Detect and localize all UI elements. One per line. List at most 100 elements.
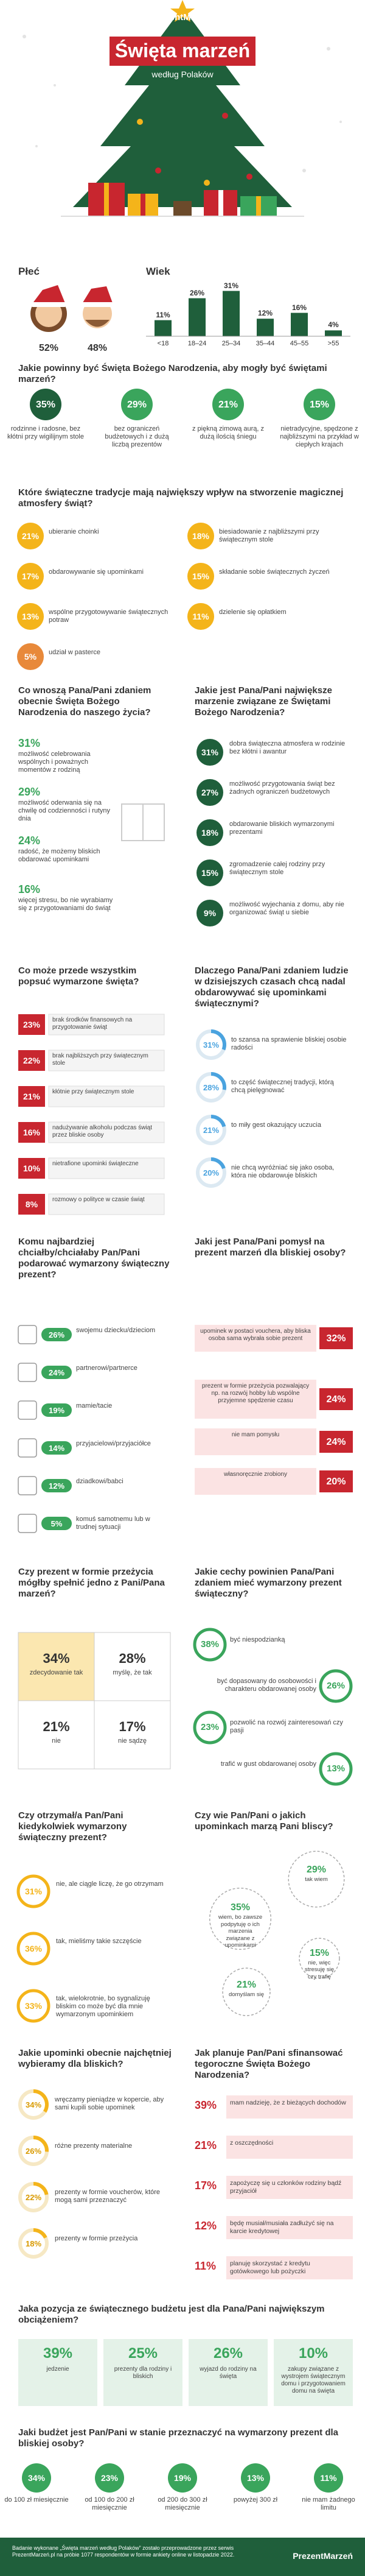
icon-box: [18, 1400, 37, 1420]
gender-title: Płeć: [18, 266, 40, 277]
item-text: domyślam się: [228, 1991, 265, 1998]
item-text: dobra świąteczna atmosfera w rodzinie be…: [229, 740, 346, 756]
pct: 16%: [18, 883, 41, 895]
section-title: Dlaczego Pana/Pani zdaniem ludzie w dzis…: [195, 965, 349, 1009]
pct: 19%: [173, 2473, 192, 2483]
pct-ring: [193, 1628, 227, 1662]
icon-box: [18, 1325, 37, 1344]
pct-circle: [17, 523, 44, 549]
item-text: myślę, że tak: [113, 1669, 152, 1676]
pct: 20%: [326, 1477, 346, 1487]
text-box: [195, 1468, 316, 1495]
item-text: pozwolić na rozwój zainteresowań czy pas…: [230, 1719, 343, 1735]
pct: 16%: [23, 1127, 41, 1137]
item-text: będę musiał/musiała zadłużyć się na karc…: [230, 2220, 334, 2235]
pct: 34%: [43, 1651, 70, 1666]
pct-ring: [16, 1874, 50, 1908]
text-box: [226, 2176, 353, 2199]
pct: 8%: [25, 1199, 38, 1209]
pct: 28%: [119, 1651, 146, 1666]
pct-ring: [319, 1752, 353, 1786]
item-text: możliwość wyjechania z domu, aby nie org…: [229, 901, 344, 917]
item-text: biesiadowanie z najbliższymi przy świąte…: [219, 528, 319, 544]
pct-pill: [41, 1479, 72, 1492]
pct: 26%: [213, 2345, 243, 2362]
brand: PrezentMarzeń: [150, 12, 215, 23]
pct: 17%: [195, 2179, 217, 2192]
pct-ring: [16, 1932, 50, 1966]
pct: 18%: [201, 828, 219, 838]
section-title: Jak planuje Pan/Pani sfinansować tegoroc…: [195, 2048, 343, 2080]
age-value-label: 31%: [223, 281, 239, 290]
pct-ring: [16, 1989, 50, 2023]
bubble: [288, 1851, 345, 1908]
pct: 24%: [48, 1368, 65, 1377]
text-box: [226, 2216, 353, 2239]
footer-band: [0, 2538, 365, 2576]
pct: 34%: [25, 2100, 42, 2109]
item-text: różne prezenty materialne: [55, 2142, 133, 2150]
age-value-label: 4%: [328, 320, 339, 330]
pct: 39%: [195, 2099, 217, 2111]
section-title: Czy otrzymał/a Pan/Pani kiedykolwiek wym…: [18, 1810, 127, 1843]
age-category: >55: [327, 340, 339, 347]
item-text: możliwość celebrowania wspólnych i poważ…: [18, 750, 91, 774]
pct: 21%: [43, 1719, 70, 1734]
pct: 21%: [203, 1126, 220, 1135]
pct: 18%: [25, 2239, 42, 2248]
item-text: nie mam żadnego limitu: [302, 2496, 355, 2512]
item-text: z piękną zimową aurą, z dużą ilością śni…: [192, 425, 264, 441]
pct: 22%: [25, 2193, 42, 2202]
item-text: nie: [52, 1737, 61, 1745]
donut-arc: [210, 1029, 226, 1051]
pct: 15%: [309, 400, 330, 410]
item-text: dziadkowi/babci: [76, 1478, 123, 1485]
pct: 39%: [43, 2345, 73, 2362]
main-title: Święta marzeń: [114, 40, 251, 62]
pct-circle: [241, 2463, 270, 2493]
text-box: [195, 1380, 316, 1419]
footer-brand: PrezentMarzeń: [293, 2551, 353, 2561]
pct: 38%: [200, 1639, 220, 1650]
item-text: udział w pasterce: [49, 649, 100, 656]
item-text: prezenty dla rodziny i bliskich: [114, 2366, 172, 2380]
age-category: 45–55: [290, 340, 309, 347]
item-text: być niespodzianką: [230, 1636, 285, 1643]
item-text: nie chcą wyróżniać się jako osoba, która…: [231, 1164, 335, 1180]
gender-avatars: [30, 285, 114, 332]
item-text: nietradycyjne, spędzone z najbliższymi n…: [280, 425, 359, 449]
pct: 13%: [21, 612, 40, 621]
pct-pill: [41, 1366, 72, 1379]
pct: 24%: [18, 835, 41, 847]
pct-box: [18, 1158, 45, 1179]
pct-box: [18, 1194, 45, 1215]
age-value-label: 26%: [189, 288, 205, 297]
section-title: Które świąteczne tradycje mają największ…: [18, 487, 344, 509]
section-title: Komu najbardziej chciałby/chciałaby Pan/…: [18, 1237, 170, 1280]
pct-pill: [41, 1441, 72, 1455]
text-box: [48, 1085, 165, 1107]
pct: 19%: [48, 1406, 65, 1415]
age-bar: [189, 298, 206, 336]
pct: 35%: [35, 400, 56, 410]
pct-box: [18, 1050, 45, 1071]
age-bar: [155, 320, 172, 336]
age-value-label: 12%: [257, 309, 273, 318]
item-text: prezent w formie przeżycia pozwalający n…: [201, 1383, 310, 1404]
pct: 31%: [201, 747, 219, 757]
pct-box: [18, 1122, 45, 1143]
age-category: 18–24: [187, 340, 207, 347]
budget-box: [103, 2339, 182, 2406]
pct-pill: [41, 1403, 72, 1417]
pct-circle: [187, 563, 214, 590]
item-text: ubieranie choinki: [49, 528, 99, 535]
header-art: [23, 0, 342, 217]
section-title: Jaka pozycja ze świątecznego budżetu jes…: [18, 2304, 325, 2325]
bubble: [299, 1938, 340, 1979]
item-text: obdarowanie bliskich wymarzonymi prezent…: [229, 820, 335, 836]
age-bar: [257, 319, 274, 336]
pct: 12%: [48, 1481, 65, 1491]
section-title: Czy wie Pan/Pani o jakich upominkach mar…: [195, 1810, 333, 1832]
item-text: z oszczędności: [230, 2139, 274, 2147]
